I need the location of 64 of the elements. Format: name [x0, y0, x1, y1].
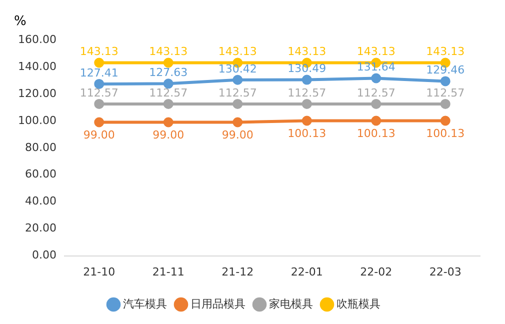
- data-label: 131.64: [356, 60, 396, 74]
- y-tick-label: 160.00: [18, 32, 56, 46]
- point: [94, 117, 104, 128]
- y-tick-label: 20.00: [24, 222, 56, 235]
- x-tick-label: 21-12: [222, 265, 254, 278]
- data-label: 112.57: [218, 86, 257, 100]
- data-label: 99.00: [152, 128, 184, 142]
- x-tick-label: 22-02: [360, 265, 392, 278]
- point: [440, 76, 450, 86]
- data-label: 127.41: [80, 66, 118, 80]
- point: [302, 116, 312, 126]
- point: [94, 58, 104, 68]
- data-label: 143.13: [80, 45, 118, 58]
- data-label: 143.13: [149, 45, 188, 58]
- x-tick-label: 22-03: [429, 265, 462, 278]
- data-label: 112.57: [288, 86, 326, 100]
- x-tick-label: 21-11: [152, 265, 184, 278]
- data-label: 99.00: [83, 128, 115, 142]
- y-tick-label: 80.00: [24, 140, 56, 154]
- data-label: 143.13: [426, 45, 465, 58]
- data-label: 112.57: [149, 86, 188, 100]
- data-label: 143.13: [218, 45, 257, 58]
- y-tick-label: 0.00: [32, 248, 56, 262]
- point: [440, 116, 450, 126]
- data-label: 100.13: [356, 127, 396, 140]
- data-label: 112.57: [356, 86, 396, 100]
- y-tick-label: 40.00: [24, 194, 56, 208]
- point: [232, 117, 243, 128]
- point: [371, 73, 382, 84]
- point: [163, 78, 174, 89]
- point: [163, 98, 174, 109]
- data-label: 127.63: [149, 66, 188, 80]
- data-label: 143.13: [288, 45, 326, 58]
- point: [440, 98, 450, 109]
- data-label: 129.46: [426, 64, 465, 77]
- point: [94, 78, 104, 89]
- y-axis-title: %: [14, 14, 26, 29]
- point: [232, 98, 243, 109]
- legend-label: 汽车模具: [123, 297, 167, 310]
- y-tick-label: 120.00: [18, 86, 56, 100]
- point: [232, 74, 243, 85]
- legend-label: 吹瓶模具: [336, 297, 380, 310]
- point: [163, 58, 174, 68]
- point: [302, 74, 312, 85]
- data-label: 130.49: [288, 62, 326, 76]
- point: [371, 116, 382, 126]
- legend-label: 家电模具: [269, 297, 313, 310]
- y-tick-label: 100.00: [18, 114, 56, 127]
- point: [371, 98, 382, 109]
- y-tick-label: 140.00: [18, 60, 56, 73]
- y-tick-label: 60.00: [24, 168, 56, 181]
- data-label: 130.42: [218, 62, 257, 76]
- data-label: 112.57: [80, 86, 118, 100]
- data-label: 112.57: [426, 86, 465, 100]
- data-label: 100.13: [288, 127, 326, 140]
- point: [302, 98, 312, 109]
- data-label: 99.00: [222, 128, 254, 142]
- x-tick-label: 21-10: [83, 265, 116, 278]
- data-label: 143.13: [356, 45, 396, 58]
- legend-label: 日用品模具: [190, 297, 246, 310]
- data-label: 100.13: [426, 127, 465, 140]
- x-tick-label: 22-01: [290, 265, 323, 278]
- point: [94, 98, 104, 109]
- point: [163, 117, 174, 128]
